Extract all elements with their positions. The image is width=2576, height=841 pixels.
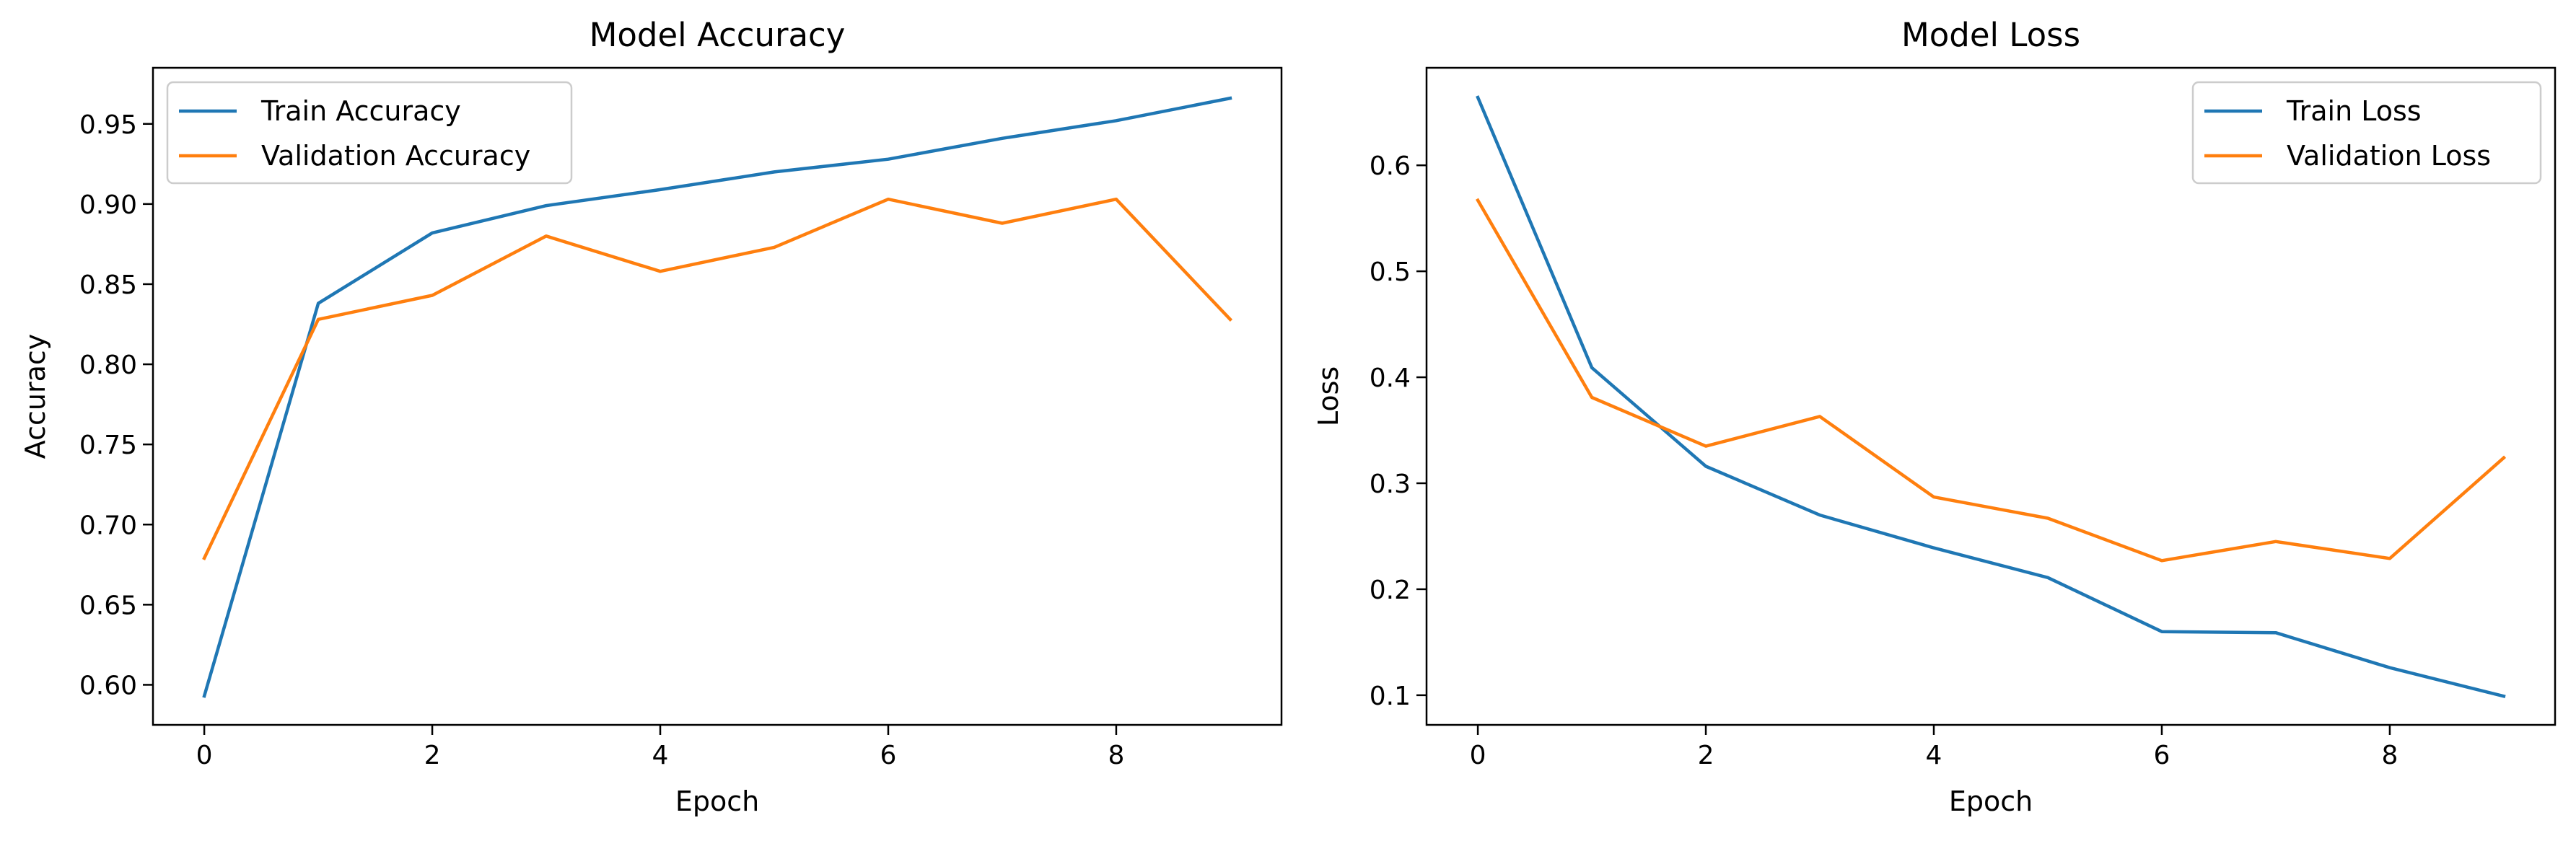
- accuracy-legend: Train Accuracy Validation Accuracy: [166, 81, 573, 185]
- loss-y-axis-label: Loss: [1313, 366, 1344, 426]
- accuracy-y-axis-label: Accuracy: [19, 334, 51, 459]
- loss-chart-title: Model Loss: [1901, 16, 2080, 54]
- accuracy-x-tick-label: 2: [424, 741, 441, 770]
- loss-y-tick-label: 0.1: [1370, 682, 1411, 711]
- loss-legend-box: [2191, 81, 2542, 185]
- loss-x-tick-label: 4: [1926, 741, 1942, 770]
- loss-x-tick-label: 6: [2154, 741, 2170, 770]
- accuracy-y-tick-label: 0.95: [79, 110, 137, 140]
- accuracy-y-tick-label: 0.80: [79, 351, 137, 380]
- accuracy-chart: 0 2 4 6 8 0.60 0.65 0.70 0.75 0.80 0.85 0.90 0.95 Mod…: [19, 16, 1283, 817]
- loss-legend: Train Loss Validation Loss: [2191, 81, 2542, 185]
- accuracy-x-tick-label: 0: [196, 741, 213, 770]
- loss-series-train-loss: [1476, 95, 2506, 699]
- loss-plot-frame: [1425, 66, 2557, 726]
- accuracy-series-validation-accuracy: [202, 197, 1233, 560]
- accuracy-x-axis-label: Epoch: [675, 785, 759, 817]
- accuracy-legend-label: Validation Accuracy: [261, 140, 530, 172]
- accuracy-y-tick-label: 0.85: [79, 270, 137, 300]
- loss-legend-label: Train Loss: [2286, 95, 2422, 127]
- accuracy-y-tick-label: 0.65: [79, 591, 137, 620]
- accuracy-y-tick-label: 0.90: [79, 190, 137, 220]
- loss-series-validation-loss: [1476, 198, 2507, 563]
- accuracy-series-train-accuracy: [202, 96, 1232, 698]
- loss-x-tick-label: 0: [1470, 741, 1486, 770]
- accuracy-legend-label: Train Accuracy: [260, 95, 461, 127]
- accuracy-legend-box: [166, 81, 573, 185]
- loss-y-tick-label: 0.4: [1370, 364, 1411, 393]
- accuracy-x-tick-label: 6: [880, 741, 897, 770]
- accuracy-y-tick-label: 0.60: [79, 671, 137, 700]
- accuracy-y-tick-label: 0.70: [79, 511, 137, 540]
- loss-y-tick-label: 0.6: [1370, 151, 1411, 181]
- accuracy-y-tick-label: 0.75: [79, 431, 137, 460]
- loss-legend-label: Validation Loss: [2287, 140, 2491, 172]
- accuracy-chart-title: Model Accuracy: [590, 16, 846, 54]
- loss-y-tick-label: 0.5: [1370, 257, 1411, 287]
- loss-chart: 0 2 4 6 8 0.1 0.2 0.3 0.4 0.5 0.6 Model Loss Epoch Lo…: [1313, 16, 2557, 817]
- loss-x-tick-label: 2: [1698, 741, 1714, 770]
- loss-x-tick-label: 8: [2381, 741, 2398, 770]
- loss-y-tick-label: 0.2: [1370, 576, 1411, 605]
- loss-x-axis-label: Epoch: [1949, 785, 2033, 817]
- accuracy-plot-frame: [152, 66, 1283, 726]
- accuracy-x-tick-label: 8: [1108, 741, 1124, 770]
- loss-y-tick-label: 0.3: [1370, 470, 1411, 499]
- accuracy-x-tick-label: 4: [652, 741, 669, 770]
